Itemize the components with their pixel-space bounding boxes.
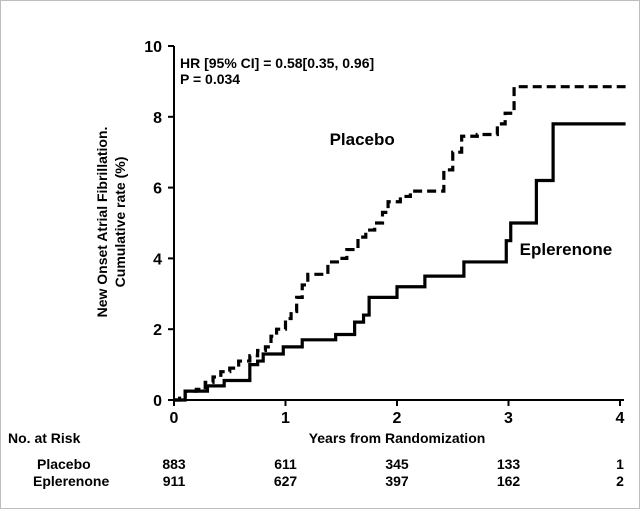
y-tick-label: 8 (153, 110, 162, 127)
series-label-placebo: Placebo (330, 130, 395, 149)
risk-value-eplerenone: 2 (616, 473, 624, 489)
p-value-annotation: P = 0.034 (180, 71, 240, 87)
series-line-eplerenone (174, 122, 626, 402)
risk-value-placebo: 1 (616, 456, 624, 472)
risk-value-placebo: 883 (162, 456, 186, 472)
risk-value-eplerenone: 162 (497, 473, 521, 489)
x-tick-label: 2 (393, 410, 402, 427)
axes: 0 2 4 6 8 10 0 1 2 3 4 (144, 39, 624, 427)
risk-value-eplerenone: 627 (274, 473, 298, 489)
y-tick-label: 2 (153, 322, 162, 339)
y-axis-title-line-1: New Onset Atrial Fibrillation. (94, 127, 110, 318)
x-tick-label: 0 (170, 410, 179, 427)
x-axis-title: Years from Randomization (309, 430, 486, 446)
risk-value-placebo: 133 (497, 456, 521, 472)
risk-value-eplerenone: 911 (163, 473, 186, 489)
risk-table-header: No. at Risk (8, 430, 81, 446)
hr-annotation: HR [95% CI] = 0.58[0.35, 0.96] (180, 55, 374, 71)
y-axis-title: New Onset Atrial Fibrillation. Cumulativ… (94, 127, 128, 318)
risk-table: No. at Risk Placebo Eplerenone 883 611 345… (8, 430, 624, 489)
y-tick-label: 6 (153, 181, 162, 198)
x-tick-label: 4 (616, 410, 625, 427)
series-line-placebo (174, 85, 626, 402)
y-tick-label: 0 (153, 393, 162, 410)
y-axis-title-line-2: Cumulative rate (%) (112, 157, 128, 288)
risk-row-label-placebo: Placebo (37, 456, 91, 472)
risk-value-eplerenone: 397 (385, 473, 409, 489)
risk-row-label-eplerenone: Eplerenone (33, 473, 109, 489)
x-tick-label: 1 (281, 410, 290, 427)
risk-value-placebo: 611 (274, 456, 297, 472)
series-lines: Placebo Eplerenone (174, 85, 626, 402)
y-tick-label: 4 (153, 251, 162, 268)
series-label-eplerenone: Eplerenone (520, 240, 613, 259)
x-tick-label: 3 (504, 410, 513, 427)
risk-value-placebo: 345 (385, 456, 409, 472)
y-tick-label: 10 (144, 39, 162, 56)
